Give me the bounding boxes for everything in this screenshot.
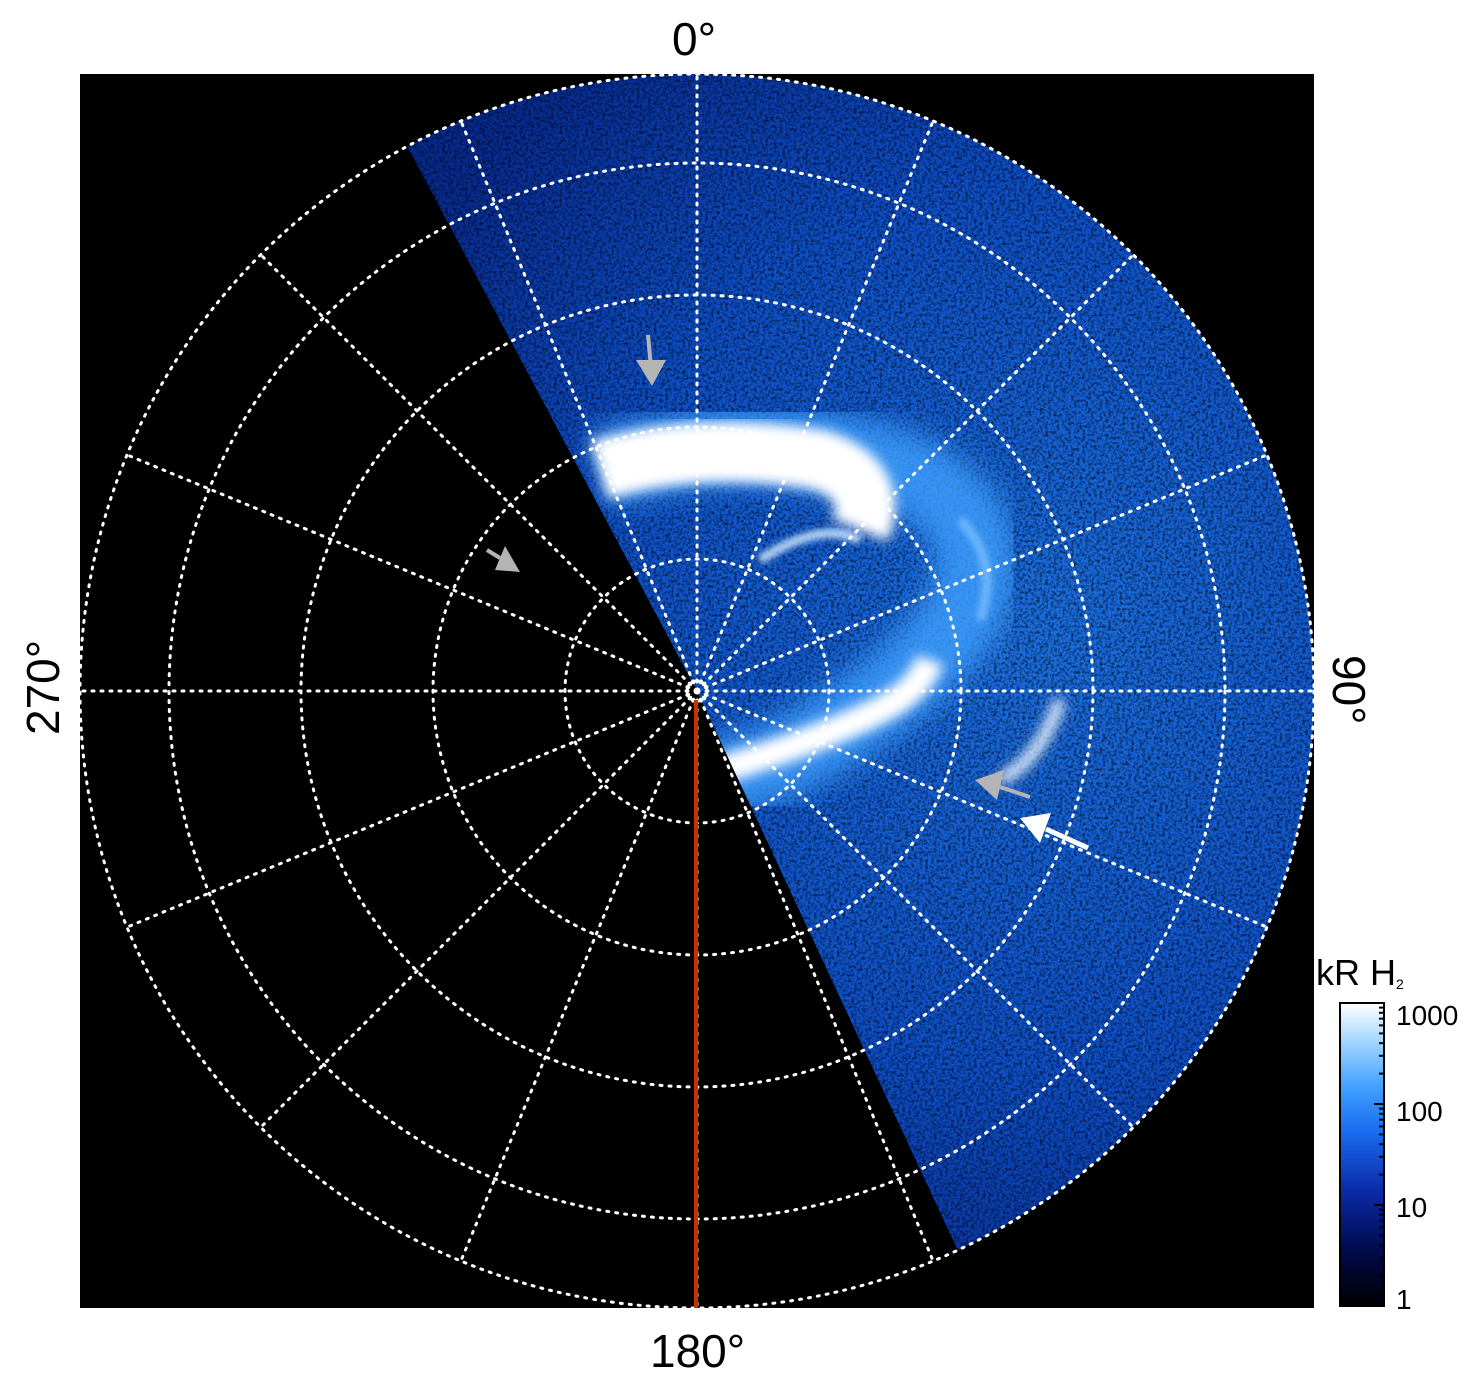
grid-spoke	[695, 253, 1135, 693]
colorbar-tick-10: 10	[1396, 1192, 1428, 1223]
label-270-deg: 270°	[17, 639, 69, 735]
colorbar-title-sub: 2	[1396, 976, 1404, 992]
colorbar-title-main: kR H	[1316, 952, 1396, 993]
colorbar-title: kR H2	[1316, 952, 1404, 994]
grid-spoke	[259, 689, 699, 1129]
grid-spoke	[695, 689, 1269, 929]
grid-spoke	[459, 119, 699, 693]
colorbar-tick-100: 100	[1396, 1096, 1443, 1127]
colorbar-tick-1000: 1000	[1396, 1000, 1459, 1031]
grid-spoke	[259, 253, 699, 693]
auroral-oval-bright	[591, 422, 1066, 786]
grid-spoke	[125, 689, 699, 929]
label-0-deg: 0°	[672, 13, 716, 65]
grid-spoke	[695, 119, 935, 693]
arrow-right-gray	[975, 770, 1031, 800]
arrow-top	[636, 334, 666, 386]
arrow-right-white	[1020, 813, 1090, 851]
grid-spoke	[695, 689, 935, 1263]
colorbar	[1339, 1002, 1385, 1307]
grid-spoke	[125, 453, 699, 693]
grid-spoke	[695, 453, 1269, 693]
arrow-left	[485, 546, 520, 572]
colorbar-tick-1: 1	[1396, 1284, 1412, 1315]
colorbar-ramp	[1339, 1002, 1385, 1307]
grid-spoke	[695, 689, 1135, 1129]
label-90-deg: 90°	[1323, 655, 1375, 725]
label-180-deg: 180°	[650, 1325, 746, 1377]
grid-ring-outer	[78, 72, 1316, 1310]
grid-spoke	[459, 689, 699, 1263]
